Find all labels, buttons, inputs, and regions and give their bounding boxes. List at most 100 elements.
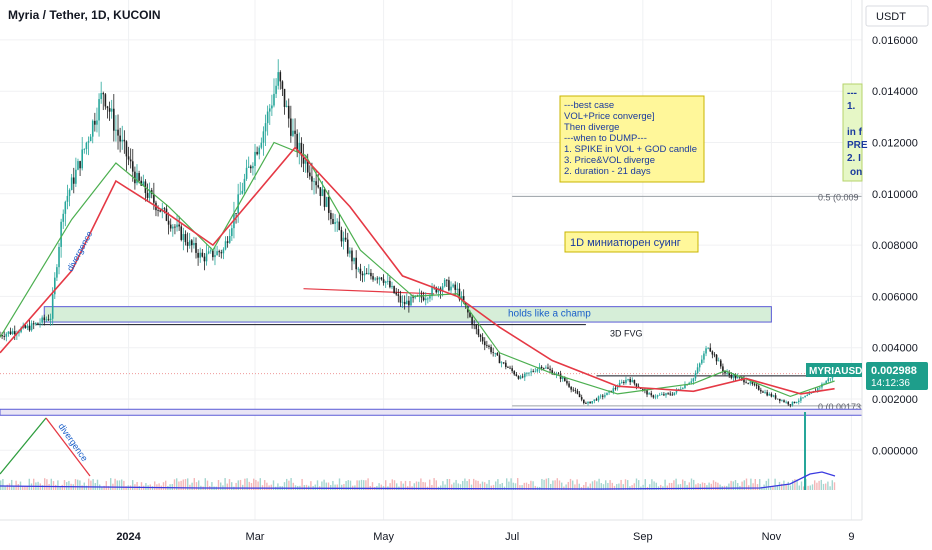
candle-body <box>81 149 83 169</box>
volume-bar <box>332 480 334 490</box>
candle-body <box>601 395 604 397</box>
candle-body <box>389 280 391 288</box>
candle-body <box>429 296 431 299</box>
candle <box>376 276 379 284</box>
volume-bar <box>512 482 514 490</box>
volume-bar <box>484 482 486 490</box>
candle-body <box>258 147 261 155</box>
volume-bar <box>712 480 715 490</box>
candle <box>414 294 416 300</box>
candle <box>226 236 229 248</box>
volume-bar <box>750 478 752 490</box>
volume-bar <box>770 486 772 490</box>
candle-body <box>823 383 825 385</box>
volume-bar <box>466 481 468 490</box>
volume-bar <box>310 481 312 490</box>
volume-bar <box>455 479 457 490</box>
candle-body <box>51 294 54 319</box>
volume-bar <box>101 486 103 490</box>
candle-body <box>70 177 73 191</box>
candle <box>119 127 121 153</box>
candle-body <box>172 226 174 229</box>
candle <box>75 157 77 187</box>
candle-body <box>481 336 484 342</box>
volume-bar <box>602 484 605 490</box>
candle <box>372 273 374 282</box>
candle <box>264 114 267 146</box>
candle <box>772 394 775 398</box>
candle-body <box>372 276 374 280</box>
candle <box>319 187 322 206</box>
candle <box>5 332 8 342</box>
candle-body <box>245 167 248 179</box>
candle-body <box>642 389 644 390</box>
candle <box>203 253 206 271</box>
x-axis[interactable]: 2024 Mar May Jul Sep Nov 9 <box>116 531 854 543</box>
volume-bar <box>253 478 255 490</box>
candle <box>365 268 368 275</box>
candle <box>829 378 832 382</box>
candle <box>593 399 596 404</box>
currency-selector[interactable] <box>865 5 929 27</box>
volume-bar <box>772 485 774 490</box>
candle-body <box>323 189 326 207</box>
currency-label[interactable]: USDT <box>876 11 906 23</box>
candle <box>587 401 589 406</box>
candle-body <box>7 331 10 334</box>
volume-bar <box>363 480 365 490</box>
volume-bar <box>545 478 547 490</box>
candle-body <box>260 142 263 148</box>
candle-body <box>201 252 204 257</box>
candle <box>252 162 254 176</box>
volume-bar <box>59 486 61 490</box>
y-tick-label: 0.016000 <box>872 35 918 47</box>
candle-body <box>437 288 440 293</box>
candle <box>757 383 760 391</box>
candle <box>155 200 157 217</box>
candle <box>285 100 288 108</box>
volume-bar <box>708 482 710 490</box>
partial-note-text: --- 1. in f PRE 2. I on <box>847 88 870 178</box>
volume-bar <box>90 480 92 490</box>
candle-body <box>677 388 680 390</box>
volume-bar <box>787 481 789 490</box>
candle <box>521 373 524 379</box>
candle <box>679 386 682 390</box>
volume-bar <box>211 482 213 490</box>
candle-body <box>707 347 709 349</box>
candle-body <box>96 120 98 125</box>
volume-bar <box>811 484 814 490</box>
candle <box>595 397 598 401</box>
candle-body <box>165 208 168 221</box>
candle-body <box>182 234 185 240</box>
candle <box>146 183 149 202</box>
candle-body <box>412 296 414 298</box>
candle <box>650 390 653 398</box>
candle-body <box>26 325 29 328</box>
volume-bar <box>563 486 565 490</box>
candle-body <box>690 381 693 383</box>
volume-bar <box>165 480 167 490</box>
candle-body <box>762 391 764 393</box>
candle <box>349 247 351 258</box>
candle <box>89 134 92 142</box>
candle <box>106 105 109 119</box>
candle-body <box>483 341 486 346</box>
volume-bar <box>651 479 653 490</box>
candle <box>287 98 290 128</box>
moving-averages <box>0 141 835 398</box>
candle-body <box>766 392 768 396</box>
y-axis[interactable]: 0.016000 0.014000 0.012000 0.010000 0.008000… <box>872 35 918 457</box>
candle <box>188 233 191 249</box>
candle-body <box>709 347 712 352</box>
volume-bar <box>145 483 147 490</box>
volume-bar <box>558 480 561 490</box>
volume-bar <box>125 486 127 490</box>
candle <box>471 314 473 329</box>
candle <box>241 182 244 195</box>
y-tick-label: 0.002000 <box>872 394 918 406</box>
candle <box>660 392 663 396</box>
candle <box>115 115 117 142</box>
candle-body <box>507 366 509 368</box>
